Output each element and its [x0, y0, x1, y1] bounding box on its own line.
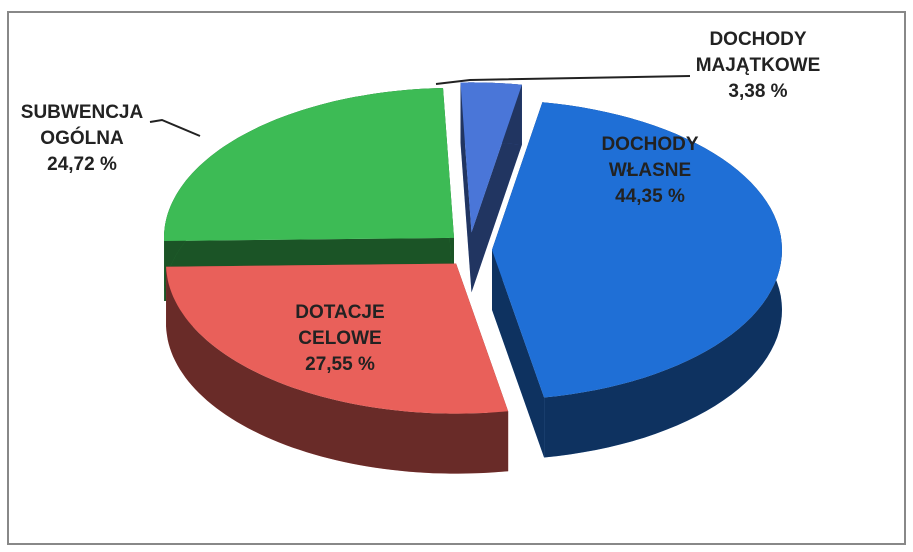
slice	[491, 102, 782, 398]
value-label: 44,35 %	[615, 186, 685, 207]
value-label: 3,38 %	[728, 81, 787, 102]
slice	[460, 82, 522, 233]
pie-labels: DOCHODY WŁASNE 44,35 % DOTACJE CELOWE 27,55 %…	[21, 29, 821, 375]
slice	[164, 88, 454, 241]
value-label: 24,72 %	[47, 154, 117, 175]
slice-label: DOTACJE CELOWE	[295, 302, 384, 349]
leader-line	[149, 118, 201, 137]
slice-label: SUBWENCJA OGÓLNA	[21, 102, 144, 149]
leader-line	[435, 75, 691, 85]
slice-side-shade	[166, 266, 509, 474]
pie-tops	[164, 82, 782, 414]
slice-label: DOCHODY MAJĄTKOWE	[696, 29, 821, 76]
slice-side-shade	[492, 249, 545, 458]
slice-label: DOCHODY WŁASNE	[601, 134, 698, 181]
slice	[166, 263, 509, 414]
value-label: 27,55 %	[305, 354, 375, 375]
